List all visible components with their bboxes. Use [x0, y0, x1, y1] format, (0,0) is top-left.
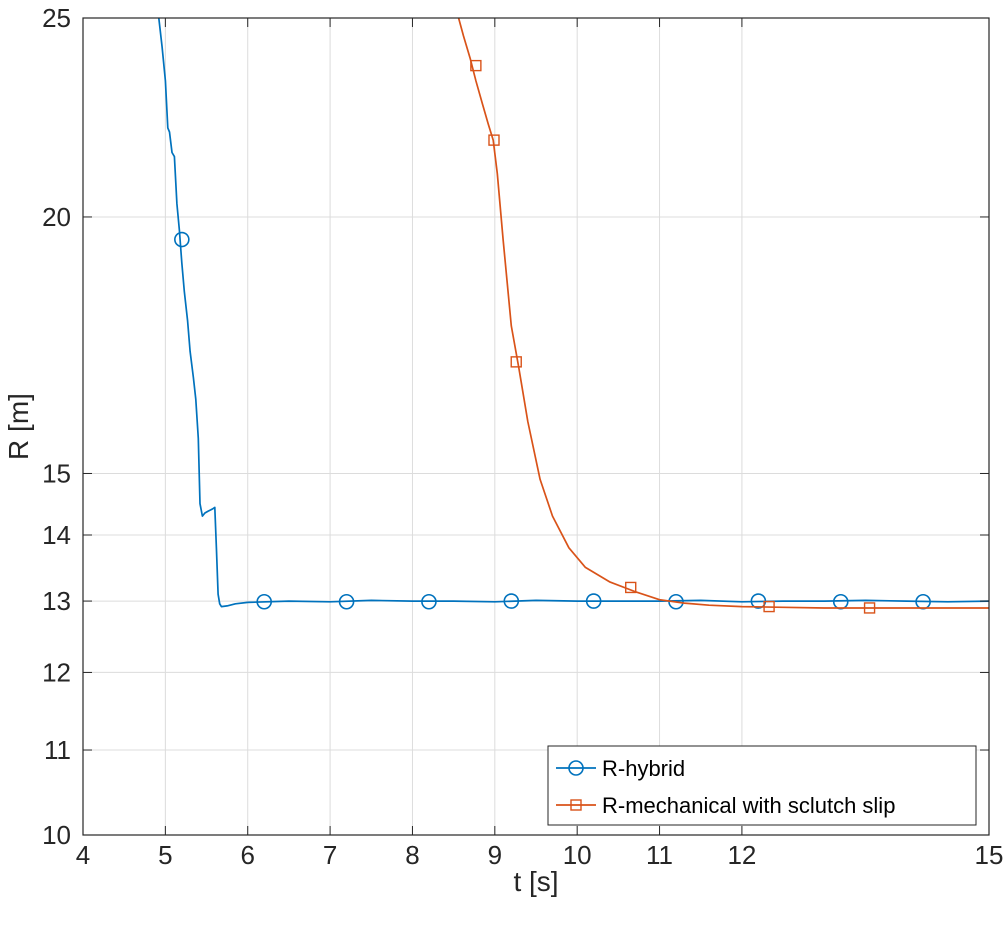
- y-tick-label: 20: [42, 202, 71, 232]
- series-1-marker: [503, 593, 520, 609]
- series-2-marker: [625, 581, 637, 594]
- series-2-marker: [863, 602, 876, 614]
- x-tick-label: 8: [405, 840, 419, 870]
- legend-box: [547, 745, 977, 826]
- ticks: [82, 17, 990, 836]
- x-tick-label: 7: [323, 840, 337, 870]
- y-tick-label: 10: [42, 820, 71, 850]
- x-tick-label: 4: [76, 840, 90, 870]
- x-tick-label: 11: [646, 840, 673, 870]
- series-1-marker: [174, 231, 190, 248]
- tick-labels: 4 5 6 7 8 9 10 11 12 15 10 11 12 13 14 15 20 25: [42, 3, 1003, 870]
- series-2-marker: [470, 59, 482, 72]
- x-tick-label: 9: [488, 840, 502, 870]
- series-line-2: [457, 18, 989, 609]
- series-line-1: [157, 18, 989, 608]
- legend-marker-2: [570, 799, 582, 811]
- series-1-marker: [585, 593, 602, 609]
- y-tick-label: 12: [42, 657, 71, 687]
- x-axis-label: t [s]: [513, 866, 558, 897]
- series-2-marker: [510, 356, 522, 368]
- series-2-marker: [488, 134, 500, 146]
- y-tick-label: 25: [42, 3, 71, 33]
- legend-marker-1: [568, 760, 584, 776]
- y-tick-label: 13: [42, 586, 71, 616]
- y-axis-label: R [m]: [3, 393, 34, 460]
- y-tick-label: 15: [42, 458, 71, 488]
- legend-label-2: R-mechanical with sclutch slip: [602, 793, 895, 818]
- legend: R-hybrid R-mechanical with sclutch slip: [547, 745, 977, 826]
- plot-frame: [82, 17, 990, 836]
- series-2-marker: [763, 600, 775, 613]
- x-tick-label: 15: [975, 840, 1004, 870]
- series-1-marker: [338, 593, 355, 610]
- plot-lines: [157, 18, 989, 614]
- x-tick-label: 5: [158, 840, 172, 870]
- y-tick-label: 11: [44, 735, 71, 765]
- x-tick-label: 6: [240, 840, 254, 870]
- y-tick-label: 14: [42, 520, 71, 550]
- x-tick-label: 12: [727, 840, 756, 870]
- series-1-marker: [421, 593, 437, 610]
- grid: [82, 17, 990, 836]
- x-tick-label: 10: [563, 840, 592, 870]
- legend-label-1: R-hybrid: [602, 756, 685, 781]
- series-1-marker: [256, 593, 273, 610]
